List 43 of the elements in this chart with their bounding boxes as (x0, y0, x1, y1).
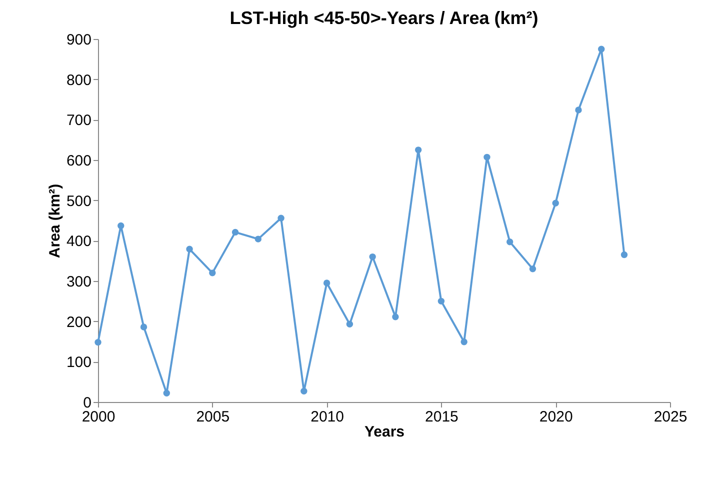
point (186, 246, 193, 252)
point (118, 222, 124, 230)
point (209, 270, 216, 276)
point (94, 338, 102, 346)
x-tick-label: 2010 (310, 408, 344, 426)
point (232, 228, 239, 236)
y-tick-label: 500 (66, 192, 92, 210)
point (506, 238, 514, 246)
point (140, 324, 148, 330)
point (323, 280, 330, 286)
x-tick-label: 2005 (196, 408, 230, 426)
y-tick-label: 200 (66, 314, 92, 331)
point (598, 46, 605, 52)
point (575, 106, 582, 114)
y-tick-label: 900 (66, 32, 92, 48)
point (254, 236, 262, 242)
x-axis-title: Years (364, 424, 405, 440)
point (529, 266, 536, 272)
y-tick-label: 100 (66, 354, 92, 372)
point (369, 253, 376, 260)
y-tick-label: 800 (66, 72, 92, 89)
point (414, 146, 422, 154)
y-axis-title: Area (km²) (46, 184, 64, 258)
y-tick-label: 600 (66, 152, 92, 170)
point (438, 298, 445, 305)
y-tick-label: 0 (83, 394, 92, 412)
point (346, 320, 354, 328)
point (460, 338, 468, 346)
x-tick-label: 2020 (539, 408, 573, 426)
x-tick-label: 2000 (82, 408, 116, 426)
point (484, 154, 490, 161)
point (552, 200, 559, 207)
point (278, 214, 284, 222)
x-tick-label: 2015 (425, 408, 458, 426)
y-tick-label: 400 (66, 233, 92, 250)
point (620, 251, 628, 258)
point (392, 314, 399, 320)
chart-title: LST-High <45-50>-Years / Area (km²) (230, 8, 538, 28)
y-tick-label: 700 (66, 112, 92, 130)
point (300, 388, 308, 394)
x-tick-label: 2025 (654, 408, 688, 426)
point (163, 390, 170, 396)
y-tick-label: 300 (66, 274, 92, 290)
